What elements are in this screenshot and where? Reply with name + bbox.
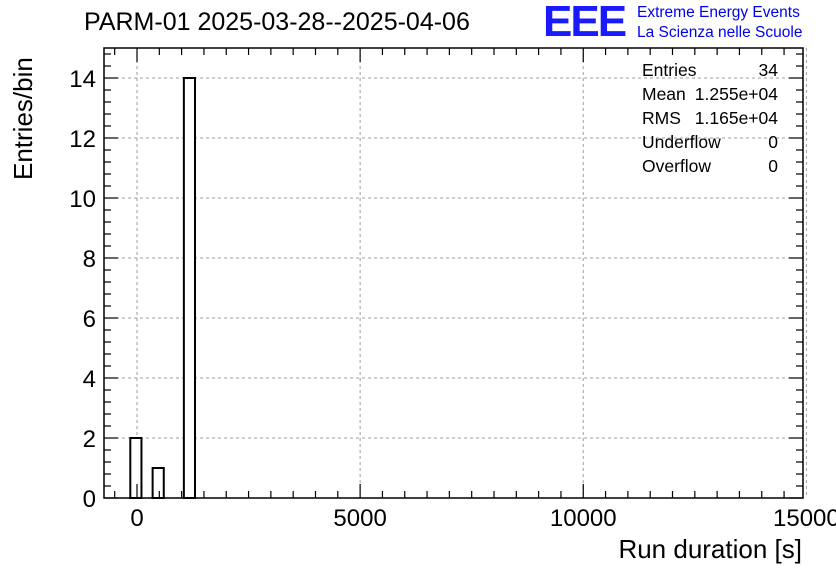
stat-row-mean: Mean 1.255e+04: [642, 82, 778, 106]
plot-frame: [103, 47, 804, 499]
stat-value: 34: [758, 60, 778, 80]
stats-box: Entries 34 Mean 1.255e+04 RMS 1.165e+04 …: [642, 58, 778, 178]
y-tick-label: 10: [69, 186, 96, 213]
chart-title: PARM-01 2025-03-28--2025-04-06: [84, 8, 470, 36]
stat-value: 0: [768, 156, 778, 176]
y-tick-label: 12: [69, 126, 96, 153]
tick-labels: 050001000015000200002500002468101214: [69, 66, 836, 532]
stat-label: Underflow: [642, 132, 721, 152]
logo-line-1: Extreme Energy Events: [637, 4, 800, 21]
histogram-bar: [151, 467, 165, 499]
stat-label: Mean: [642, 84, 686, 104]
axes-frame: [103, 47, 804, 499]
y-tick-label: 14: [69, 66, 96, 93]
stat-row-entries: Entries 34: [642, 58, 778, 82]
y-tick-label: 6: [83, 306, 96, 333]
histogram-bar: [182, 77, 197, 499]
x-axis-label: Run duration [s]: [618, 534, 802, 564]
stat-label: Entries: [642, 60, 697, 80]
stat-value: 0: [768, 132, 778, 152]
axis-ticks: [104, 48, 803, 499]
histogram-bar: [129, 437, 143, 499]
x-tick-label: 0: [130, 505, 143, 532]
y-axis-label: Entries/bin: [8, 57, 38, 180]
x-tick-label: 15000: [773, 505, 836, 532]
stat-label: Overflow: [642, 156, 712, 176]
x-tick-label: 10000: [550, 505, 617, 532]
y-tick-label: 0: [83, 486, 96, 513]
y-tick-label: 2: [83, 426, 96, 453]
stat-row-underflow: Underflow 0: [642, 130, 778, 154]
stat-row-overflow: Overflow 0: [642, 154, 778, 178]
y-tick-label: 8: [83, 246, 96, 273]
stat-value: 1.255e+04: [694, 84, 778, 104]
grid-lines: [104, 48, 807, 498]
stat-value: 1.165e+04: [694, 108, 778, 128]
stat-label: RMS: [642, 108, 681, 128]
y-tick-label: 4: [83, 366, 96, 393]
logo-line-2: La Scienza nelle Scuole: [637, 24, 803, 41]
x-tick-label: 5000: [333, 505, 386, 532]
stat-row-rms: RMS 1.165e+04: [642, 106, 778, 130]
eee-logo: EEE: [543, 0, 627, 46]
